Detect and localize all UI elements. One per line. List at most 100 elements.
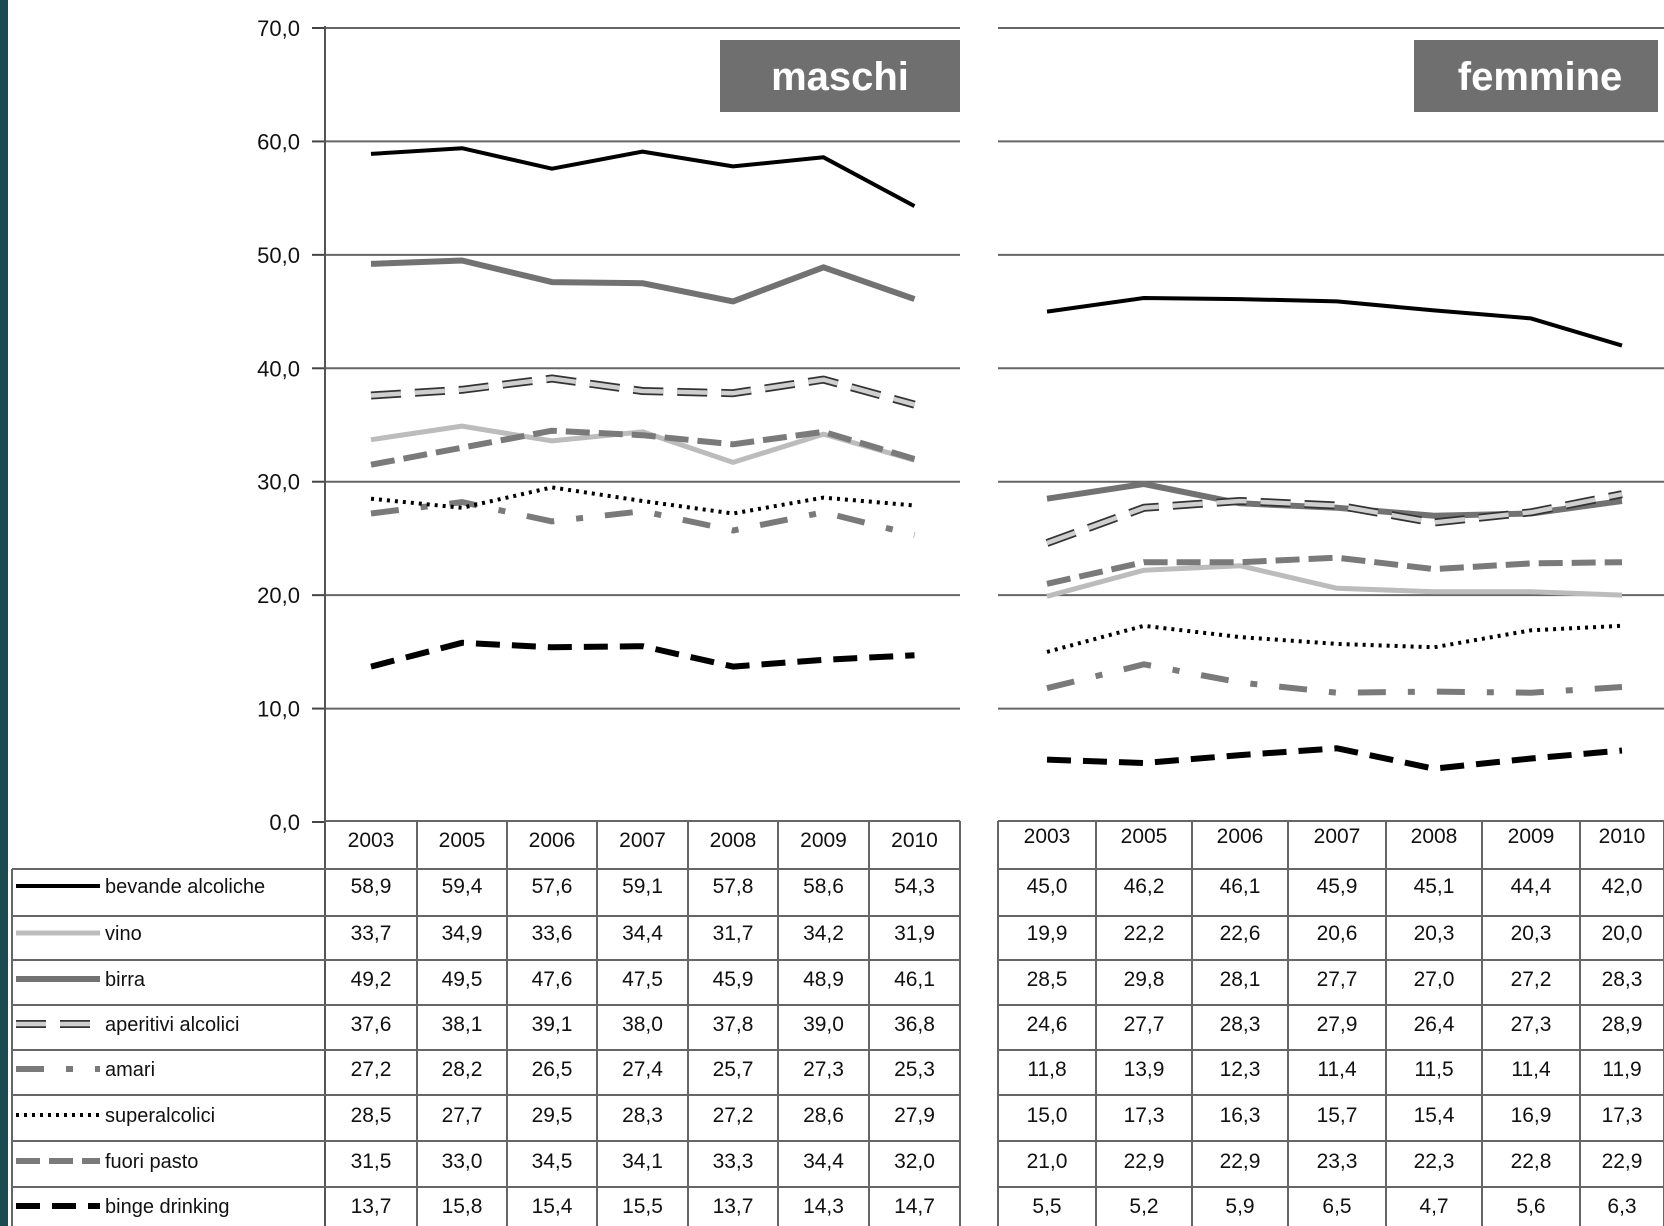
table-cell: 22,6 (1220, 922, 1261, 945)
table-cell: 36,8 (894, 1013, 935, 1036)
table-cell: 28,5 (1027, 968, 1068, 991)
table-cell: 34,1 (622, 1150, 663, 1173)
table-cell: 45,9 (713, 968, 754, 991)
series-line-binge (1046, 745, 1623, 772)
table-cell: 14,7 (894, 1195, 935, 1218)
series-line-aperitivi (370, 376, 916, 407)
table-cell: 15,0 (1027, 1104, 1068, 1127)
table-cell: 5,6 (1516, 1195, 1545, 1218)
table-cell: 34,2 (803, 922, 844, 945)
year-header: 2007 (1314, 825, 1361, 848)
table-cell: 23,3 (1317, 1150, 1358, 1173)
table-cell: 22,9 (1220, 1150, 1261, 1173)
legend-label: aperitivi alcolici (105, 1014, 240, 1036)
table-cell: 15,4 (1414, 1104, 1455, 1127)
series-line-birra (370, 257, 916, 305)
table-cell: 37,8 (713, 1013, 754, 1036)
y-tick-label: 50,0 (257, 243, 300, 268)
table-cell: 14,3 (803, 1195, 844, 1218)
series-line-superalcolici (370, 485, 915, 516)
table-cell: 22,2 (1124, 922, 1165, 945)
table-cell: 27,3 (803, 1058, 844, 1081)
table-cell: 34,4 (803, 1150, 844, 1173)
year-header: 2005 (439, 829, 486, 852)
table-cell: 27,2 (1511, 968, 1552, 991)
table-cell: 26,4 (1414, 1013, 1455, 1036)
table-cell: 16,3 (1220, 1104, 1261, 1127)
legend-label: superalcolici (105, 1105, 215, 1127)
table-cell: 45,0 (1027, 875, 1068, 898)
series-amari (1046, 661, 1623, 696)
y-tick-label: 0,0 (269, 810, 300, 835)
table-cell: 22,3 (1414, 1150, 1455, 1173)
table-cell: 25,3 (894, 1058, 935, 1081)
table-cell: 31,5 (351, 1150, 392, 1173)
panel-title: maschi (771, 55, 909, 99)
series-superalcolici (370, 485, 915, 516)
table-cell: 27,2 (713, 1104, 754, 1127)
year-header: 2007 (619, 829, 666, 852)
table-cell: 21,0 (1027, 1150, 1068, 1173)
series-line-fuori_pasto (370, 427, 916, 468)
table-cell: 15,8 (442, 1195, 483, 1218)
series-line-fuori_pasto (1046, 554, 1623, 587)
panel-title: femmine (1458, 55, 1623, 99)
table-cell: 5,2 (1129, 1195, 1158, 1218)
table-cell: 22,8 (1511, 1150, 1552, 1173)
table-cell: 37,6 (351, 1013, 392, 1036)
series-aperitivi (370, 374, 916, 409)
series-line-amari (370, 499, 916, 538)
series-line-bevande (370, 146, 916, 208)
series-line-amari (1046, 661, 1623, 696)
series-line-superalcolici (1046, 623, 1623, 654)
series-amari (370, 499, 916, 538)
table-cell: 48,9 (803, 968, 844, 991)
year-header: 2010 (1599, 825, 1646, 848)
table-cell: 34,5 (532, 1150, 573, 1173)
table-cell: 47,5 (622, 968, 663, 991)
table-cell: 58,9 (351, 875, 392, 898)
table-cell: 46,2 (1124, 875, 1165, 898)
table-cell: 20,6 (1317, 922, 1358, 945)
series-line-bevande (1046, 296, 1623, 348)
table-cell: 39,1 (532, 1013, 573, 1036)
series-fuori_pasto (1046, 554, 1623, 587)
series-line-vino (1046, 563, 1623, 599)
table-cell: 27,9 (894, 1104, 935, 1127)
table-cell: 34,9 (442, 922, 483, 945)
table-cell: 22,9 (1124, 1150, 1165, 1173)
y-tick-label: 70,0 (257, 16, 300, 41)
table-cell: 27,9 (1317, 1013, 1358, 1036)
table-cell: 33,0 (442, 1150, 483, 1173)
table-cell: 45,1 (1414, 875, 1455, 898)
table-cell: 17,3 (1124, 1104, 1165, 1127)
table-cell: 28,6 (803, 1104, 844, 1127)
year-header: 2008 (710, 829, 757, 852)
series-aperitivi (1045, 490, 1623, 547)
table-cell: 11,8 (1027, 1058, 1066, 1081)
table-cell: 49,5 (442, 968, 483, 991)
table-cell: 58,6 (803, 875, 844, 898)
table-cell: 26,5 (532, 1058, 573, 1081)
table-cell: 15,7 (1317, 1104, 1358, 1127)
table-cell: 38,1 (442, 1013, 483, 1036)
table-cell: 28,3 (1220, 1013, 1261, 1036)
series-bevande (370, 146, 916, 208)
year-header: 2009 (800, 829, 847, 852)
table-cell: 13,9 (1124, 1058, 1165, 1081)
table-cell: 11,4 (1317, 1058, 1357, 1081)
table-cell: 20,3 (1511, 922, 1552, 945)
table-cell: 11,4 (1511, 1058, 1551, 1081)
table-cell: 31,7 (713, 922, 754, 945)
series-bevande (1046, 296, 1623, 348)
table-cell: 59,4 (442, 875, 483, 898)
series-superalcolici (1046, 623, 1623, 654)
table-cell: 6,3 (1607, 1195, 1636, 1218)
y-tick-label: 60,0 (257, 129, 300, 154)
table-cell: 54,3 (894, 875, 935, 898)
table-cell: 13,7 (351, 1195, 392, 1218)
year-header: 2009 (1508, 825, 1555, 848)
panel-title-box (720, 40, 960, 112)
table-cell: 20,0 (1602, 922, 1643, 945)
table-cell: 31,9 (894, 922, 935, 945)
